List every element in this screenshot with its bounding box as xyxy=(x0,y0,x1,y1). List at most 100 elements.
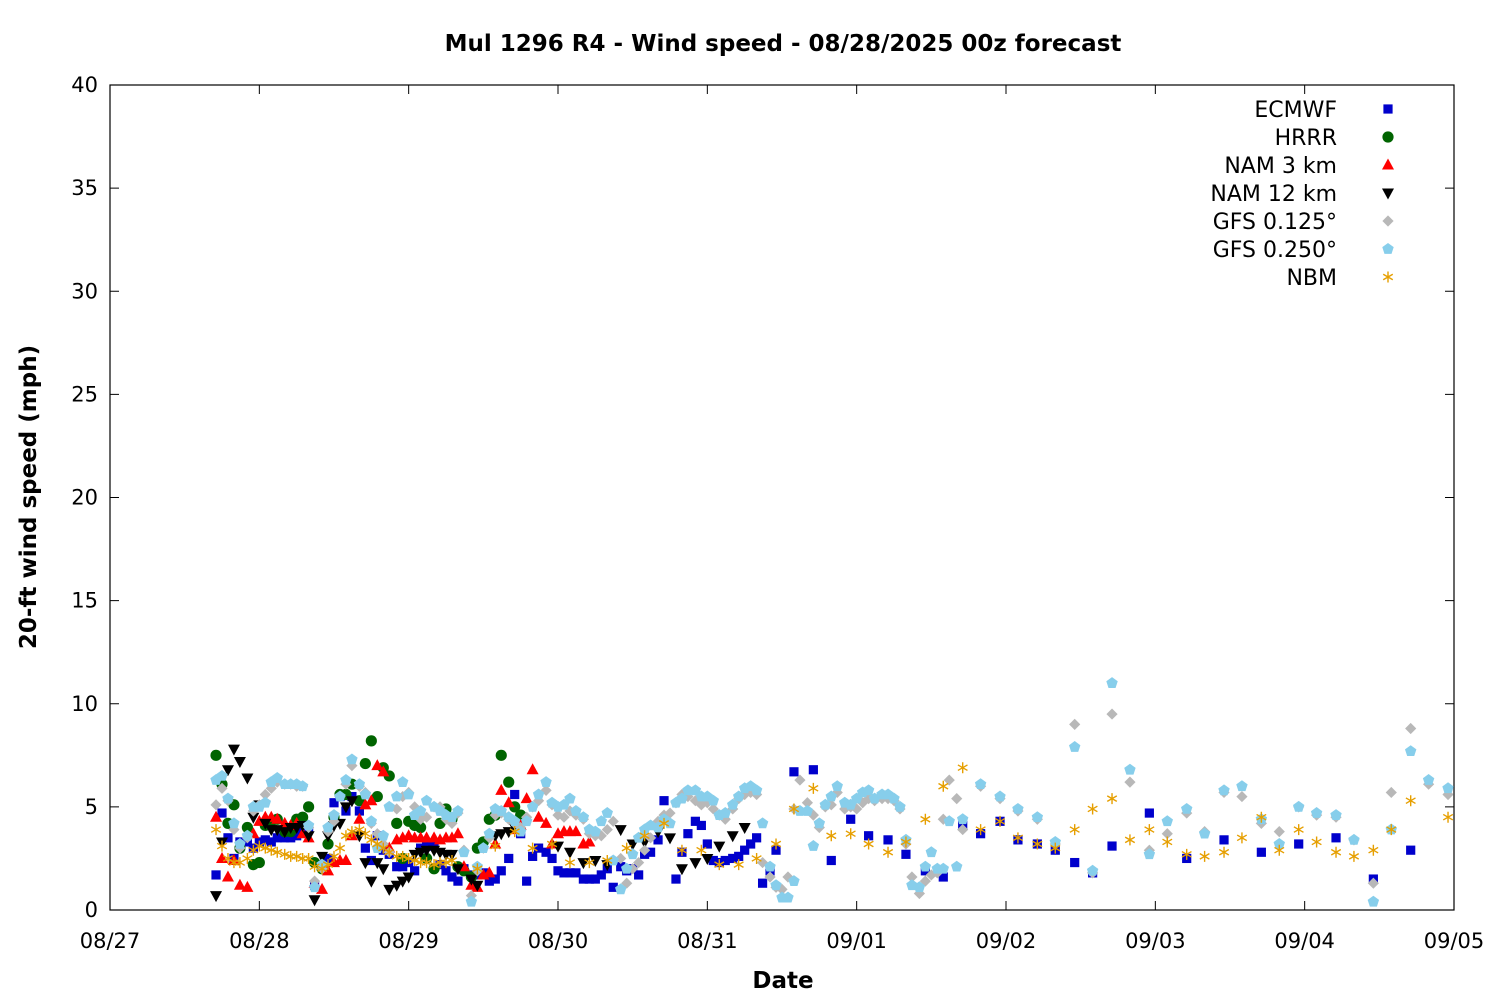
data-point-ecmwf xyxy=(864,831,874,841)
data-point-gfs-0-250 xyxy=(458,846,470,858)
data-point-ecmwf xyxy=(659,796,669,806)
data-point-ecmwf xyxy=(510,789,520,800)
data-point-gfs-0-125 xyxy=(639,844,651,856)
data-point-ecmwf xyxy=(671,874,681,884)
data-point-gfs-0-250 xyxy=(483,827,496,839)
data-point-gfs-0-125 xyxy=(621,877,633,889)
data-point-nam-12-km xyxy=(247,812,260,824)
data-point-nbm xyxy=(696,844,707,856)
data-point-ecmwf xyxy=(938,872,948,882)
data-point-gfs-0-250 xyxy=(956,813,969,825)
y-tick-label: 0 xyxy=(85,898,98,922)
data-point-ecmwf xyxy=(1294,839,1304,849)
data-point-nbm xyxy=(1087,803,1098,815)
data-point-nbm xyxy=(676,844,688,856)
data-point-gfs-0-250 xyxy=(825,790,837,802)
data-point-nbm xyxy=(266,844,277,856)
data-point-ecmwf xyxy=(484,876,494,886)
data-point-nam-12-km xyxy=(471,880,484,892)
data-point-gfs-0-250 xyxy=(894,800,906,812)
data-point-ecmwf xyxy=(883,835,893,845)
data-point-gfs-0-250 xyxy=(756,817,769,829)
data-point-ecmwf xyxy=(272,833,282,843)
data-point-gfs-0-250 xyxy=(465,895,478,907)
data-point-nbm xyxy=(920,813,931,825)
data-point-gfs-0-250 xyxy=(764,860,776,872)
series-nam-3-km xyxy=(210,759,596,894)
data-point-gfs-0-250 xyxy=(302,819,315,831)
data-point-nam-12-km xyxy=(316,851,329,863)
data-point-ecmwf xyxy=(771,845,781,855)
data-point-ecmwf xyxy=(447,872,457,882)
data-point-ecmwf xyxy=(645,847,656,857)
data-point-gfs-0-250 xyxy=(365,815,378,827)
data-point-gfs-0-250 xyxy=(520,815,533,827)
data-point-gfs-0-250 xyxy=(951,860,963,872)
data-point-gfs-0-250 xyxy=(788,875,800,886)
plot-area-border xyxy=(109,84,1455,911)
data-point-ecmwf xyxy=(1144,808,1154,818)
data-point-gfs-0-250 xyxy=(615,883,627,895)
data-point-nam-3-km xyxy=(210,810,223,822)
data-point-nbm xyxy=(1050,842,1061,854)
data-point-gfs-0-250 xyxy=(719,807,731,818)
data-point-nbm xyxy=(309,861,320,873)
data-point-gfs-0-250 xyxy=(420,794,433,806)
data-point-nam-12-km xyxy=(365,876,378,888)
data-point-nbm xyxy=(994,815,1006,827)
data-point-nam-12-km xyxy=(278,827,291,839)
data-point-gfs-0-250 xyxy=(1031,811,1044,823)
data-point-nam-12-km xyxy=(689,858,702,870)
data-point-ecmwf xyxy=(211,870,221,880)
data-point-gfs-0-250 xyxy=(334,790,346,802)
y-tick-label: 20 xyxy=(71,486,98,510)
data-point-ecmwf xyxy=(392,862,402,872)
data-point-gfs-0-250 xyxy=(595,815,608,827)
data-point-gfs-0-250 xyxy=(994,790,1006,802)
legend-label-nbm: NBM xyxy=(1286,266,1337,291)
x-axis-label: Date xyxy=(752,968,813,994)
data-point-nbm xyxy=(472,863,483,875)
data-point-nam-12-km xyxy=(241,773,254,785)
data-point-ecmwf xyxy=(702,839,712,849)
data-point-ecmwf xyxy=(728,853,738,864)
data-point-ecmwf xyxy=(808,765,818,775)
data-point-gfs-0-250 xyxy=(1086,864,1099,876)
data-point-gfs-0-250 xyxy=(1273,838,1285,849)
data-point-nam-3-km xyxy=(451,827,464,839)
data-point-nbm xyxy=(1106,793,1118,805)
data-point-nbm xyxy=(602,855,613,866)
data-point-hrrr xyxy=(365,735,377,747)
data-point-gfs-0-250 xyxy=(508,815,521,827)
data-point-ecmwf xyxy=(708,855,718,866)
data-point-gfs-0-125 xyxy=(265,782,277,794)
data-point-hrrr xyxy=(322,838,334,850)
data-point-ecmwf xyxy=(541,847,551,857)
data-point-nam-12-km xyxy=(701,853,714,865)
data-point-gfs-0-250 xyxy=(540,776,552,787)
data-point-nbm xyxy=(1181,848,1192,860)
data-point-nam-12-km xyxy=(259,818,272,830)
data-point-gfs-0-125 xyxy=(1161,828,1173,840)
data-point-ecmwf xyxy=(1331,833,1341,843)
data-point-nam-3-km xyxy=(233,878,246,890)
data-point-nam-12-km xyxy=(451,864,464,876)
data-point-nam-12-km xyxy=(345,796,358,808)
data-point-gfs-0-250 xyxy=(1348,833,1360,845)
data-point-gfs-0-250 xyxy=(819,798,832,810)
data-point-nam-3-km xyxy=(316,882,329,894)
data-point-ecmwf xyxy=(533,843,544,853)
data-point-gfs-0-250 xyxy=(807,840,820,851)
data-point-gfs-0-250 xyxy=(589,825,602,837)
data-point-nbm xyxy=(509,826,520,838)
data-point-nbm xyxy=(957,762,968,774)
data-point-nam-12-km xyxy=(377,864,390,876)
data-point-nam-12-km xyxy=(465,874,478,886)
data-point-nam-12-km xyxy=(302,831,315,843)
data-point-gfs-0-125 xyxy=(689,795,701,807)
data-point-nam-12-km xyxy=(210,891,223,903)
data-point-ecmwf xyxy=(746,839,756,849)
data-point-nbm xyxy=(882,846,894,858)
data-point-gfs-0-125 xyxy=(695,799,707,811)
data-point-gfs-0-250 xyxy=(919,860,932,872)
